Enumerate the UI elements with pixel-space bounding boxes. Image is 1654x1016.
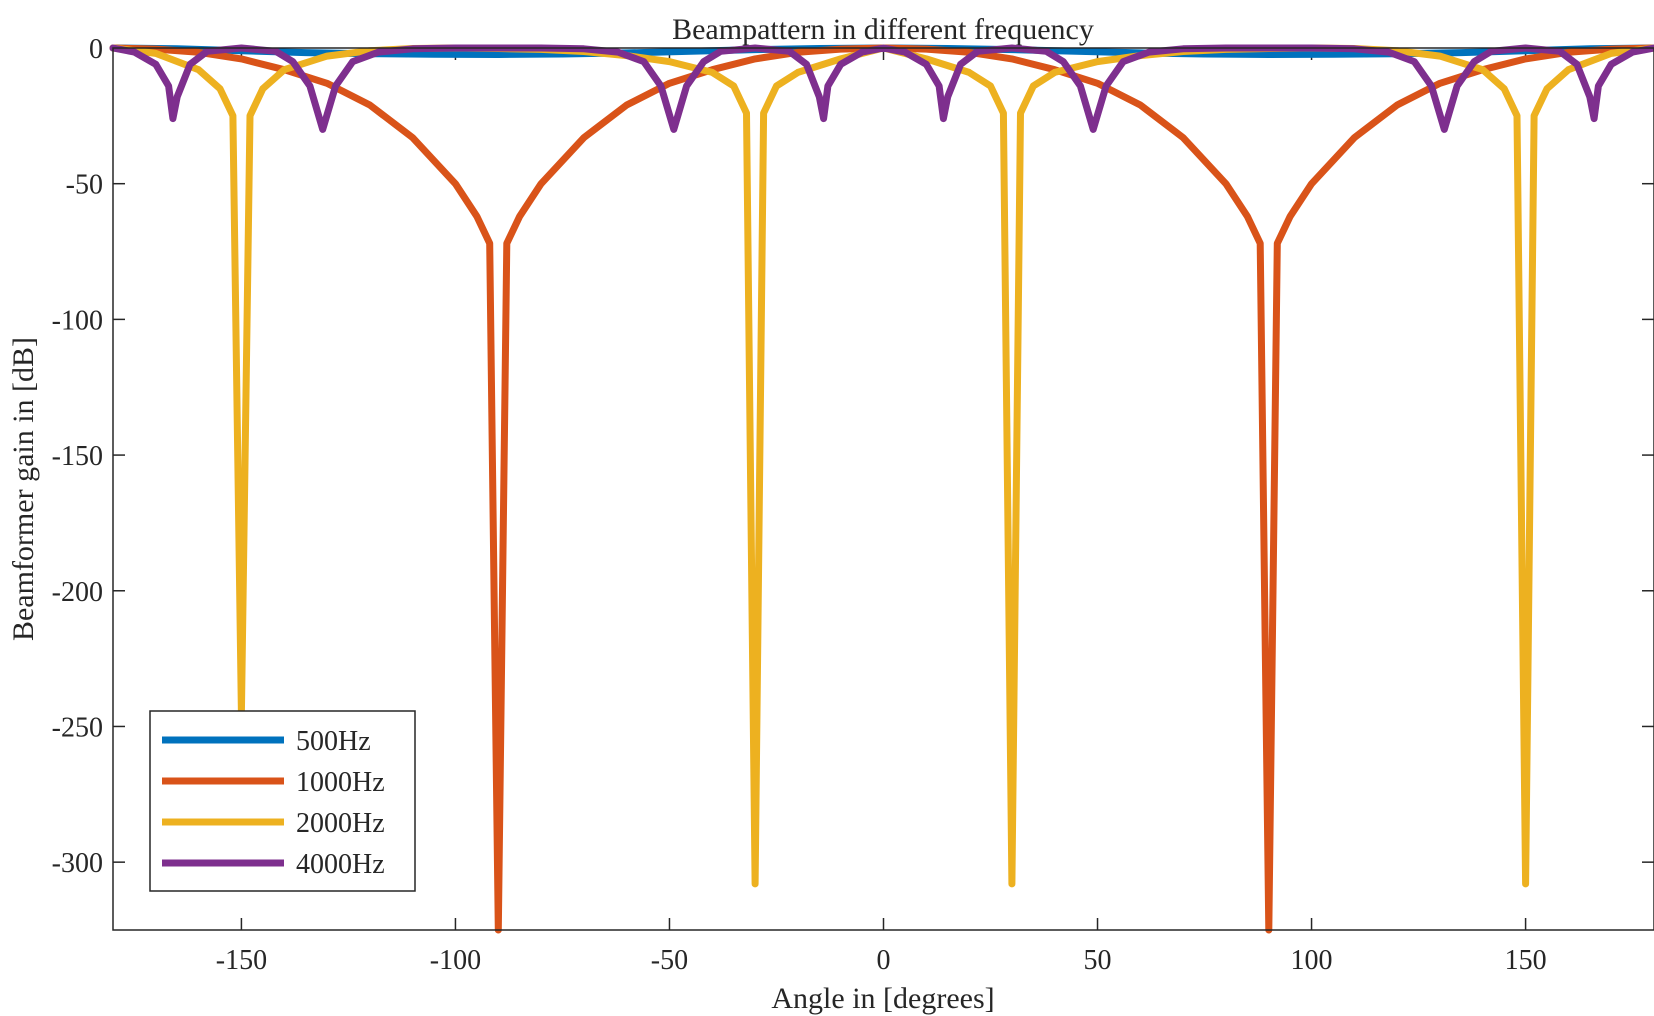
x-tick-label: -100 — [430, 945, 481, 976]
y-tick-label: 0 — [89, 34, 103, 65]
legend-label: 500Hz — [296, 726, 371, 757]
legend-label: 1000Hz — [296, 767, 385, 798]
legend-label: 2000Hz — [296, 808, 385, 839]
y-tick-label: -250 — [52, 712, 103, 743]
chart-title: Beampattern in different frequency — [672, 13, 1094, 46]
y-axis-title: Beamformer gain in [dB] — [7, 337, 40, 641]
plot-area-frame — [112, 47, 1654, 931]
x-tick-label: -50 — [651, 945, 688, 976]
x-tick-label: 150 — [1505, 945, 1547, 976]
x-tick-label: -150 — [216, 945, 267, 976]
y-tick-label: -200 — [52, 577, 103, 608]
legend-label: 4000Hz — [296, 849, 385, 880]
y-tick-label: -150 — [52, 441, 103, 472]
x-tick-label: 50 — [1084, 945, 1112, 976]
legend: 500Hz 1000Hz 2000Hz 4000Hz — [149, 710, 416, 892]
x-tick-label: 0 — [877, 945, 891, 976]
y-tick-label: -50 — [66, 170, 103, 201]
y-tick-label: -300 — [52, 848, 103, 879]
x-tick-label: 100 — [1291, 945, 1333, 976]
x-axis-title: Angle in [degrees] — [771, 982, 994, 1015]
y-tick-label: -100 — [52, 305, 103, 336]
